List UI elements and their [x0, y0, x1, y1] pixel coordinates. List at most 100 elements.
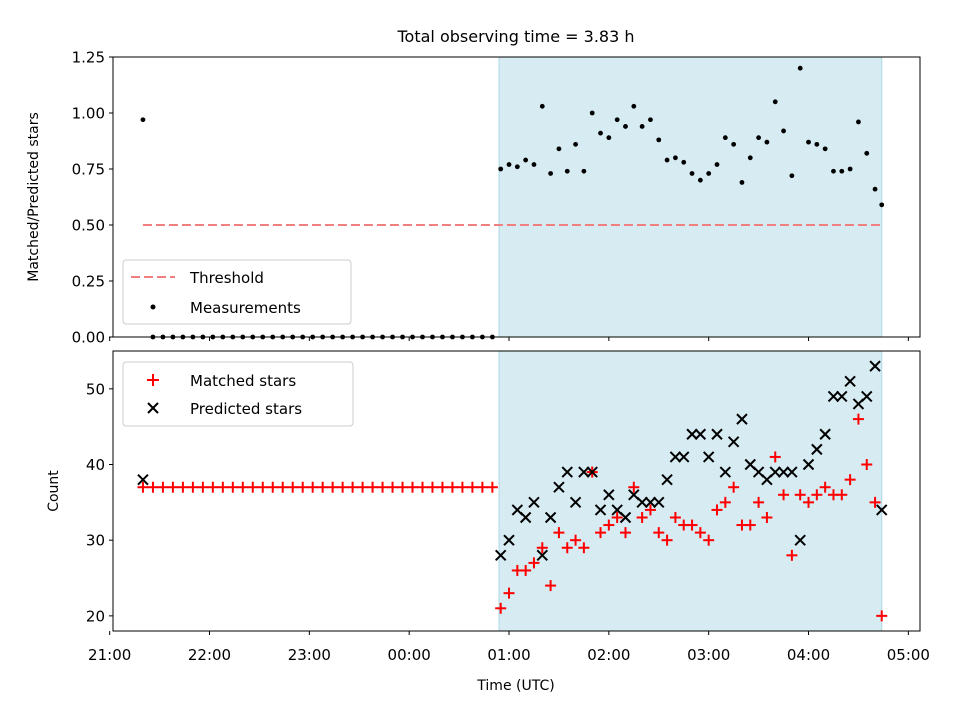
- matched-star-point: [476, 481, 488, 493]
- matched-star-point: [277, 481, 289, 493]
- measurement-point: [623, 124, 628, 129]
- matched-star-point: [753, 496, 765, 508]
- bottom-panel: 20 30 40 50 21:00 22:00 23:00 00:00 01:00 02:00 0…: [46, 350, 930, 694]
- predicted-star-point: [819, 428, 831, 440]
- matched-star-point: [528, 557, 540, 569]
- predicted-star-point: [811, 443, 823, 456]
- predicted-star-point: [844, 375, 856, 387]
- matched-star-point: [503, 587, 515, 599]
- measurement-point: [831, 168, 836, 174]
- measurement-point: [689, 171, 695, 176]
- matched-star-point: [628, 481, 640, 493]
- matched-star-point: [157, 481, 169, 493]
- top-y-tick-label: 0.50: [72, 217, 105, 235]
- matched-star-point: [861, 459, 873, 471]
- matched-star-point: [561, 542, 573, 554]
- predicted-star-point: [669, 451, 682, 463]
- matched-star-point: [794, 489, 806, 501]
- matched-star-point: [570, 534, 582, 546]
- predicted-star-point: [711, 428, 723, 440]
- predicted-star-point: [636, 496, 648, 509]
- measurement-point: [872, 186, 878, 192]
- measurement-point: [847, 166, 853, 172]
- measurement-point: [681, 159, 687, 165]
- matched-star-point: [416, 481, 428, 493]
- legend-predicted-label: Predicted stars: [190, 400, 302, 418]
- predicted-star-point: [777, 466, 790, 478]
- matched-star-point: [686, 519, 698, 531]
- predicted-star-point: [586, 466, 598, 478]
- matched-star-point: [611, 511, 623, 523]
- matched-star-point: [803, 496, 815, 508]
- matched-star-point: [636, 511, 648, 523]
- measurement-point: [789, 173, 795, 179]
- top-axes-frame: [112, 56, 921, 338]
- predicted-star-point: [644, 496, 657, 509]
- measurement-point: [523, 157, 529, 163]
- matched-star-point: [495, 602, 507, 614]
- matched-star-point: [811, 489, 823, 501]
- matched-star-point: [187, 481, 199, 493]
- matched-star-point: [167, 481, 179, 493]
- legend-threshold-label: Threshold: [189, 269, 264, 287]
- x-tick-label: 04:00: [787, 646, 830, 664]
- matched-star-point: [869, 496, 881, 508]
- predicted-star-point: [702, 451, 715, 463]
- predicted-star-point: [661, 473, 673, 486]
- bottom-y-tick-label: 40: [86, 456, 105, 474]
- predicted-star-point: [836, 390, 848, 403]
- matched-star-point: [644, 504, 656, 516]
- predicted-star-point: [786, 466, 798, 478]
- matched-star-point: [619, 527, 631, 539]
- matched-star-point: [703, 534, 715, 546]
- matched-star-point: [603, 519, 615, 531]
- bottom-y-axis-label: Count: [46, 470, 62, 512]
- predicted-star-point: [561, 466, 573, 478]
- matched-star-point: [876, 610, 888, 622]
- measurement-point: [631, 103, 637, 109]
- matched-star-point: [819, 481, 831, 493]
- measurement-point: [573, 141, 578, 147]
- predicted-star-point: [137, 473, 149, 486]
- top-highlight-span: [498, 56, 883, 338]
- top-y-tick-label: 0.75: [72, 161, 105, 179]
- measurement-point: [506, 162, 512, 167]
- measurement-point: [514, 164, 520, 170]
- legend-predicted-swatch: [147, 402, 159, 414]
- matched-star-point: [578, 542, 590, 554]
- top-y-tick-label: 1.25: [72, 49, 105, 67]
- matched-star-point: [297, 481, 309, 493]
- matched-star-point: [337, 481, 349, 493]
- measurement-point: [606, 135, 612, 141]
- matched-star-point: [426, 481, 438, 493]
- x-tick-label: 22:00: [188, 646, 231, 664]
- predicted-star-point: [569, 496, 582, 509]
- measurement-point: [731, 141, 737, 147]
- bottom-axes-frame: [112, 350, 921, 632]
- matched-stars-points: [137, 413, 888, 622]
- matched-star-point: [287, 481, 299, 493]
- measurement-point: [747, 155, 753, 161]
- predicted-star-point: [694, 428, 707, 440]
- measurement-point: [140, 117, 146, 123]
- predicted-star-point: [553, 481, 565, 493]
- measurement-point: [739, 180, 745, 185]
- matched-star-point: [595, 527, 607, 539]
- matched-star-point: [456, 481, 468, 493]
- measurement-point: [556, 146, 562, 152]
- matched-star-point: [407, 481, 419, 493]
- predicted-star-point: [544, 511, 557, 524]
- top-y-axis: 0.00 0.25 0.50 0.75 1.00 1.25: [72, 49, 113, 347]
- matched-star-point: [466, 481, 478, 493]
- measurement-point: [598, 130, 603, 136]
- matched-star-point: [436, 481, 448, 493]
- predicted-star-point: [736, 413, 748, 425]
- measurement-point: [589, 110, 595, 116]
- top-panel: 0.00 0.25 0.50 0.75 1.00 1.25 Matched/Predict…: [26, 49, 921, 347]
- x-tick-label: 21:00: [88, 646, 131, 664]
- legend-matched-swatch: [147, 374, 159, 386]
- measurement-point: [614, 117, 620, 123]
- predicted-star-point: [603, 489, 615, 501]
- predicted-star-point: [794, 534, 806, 546]
